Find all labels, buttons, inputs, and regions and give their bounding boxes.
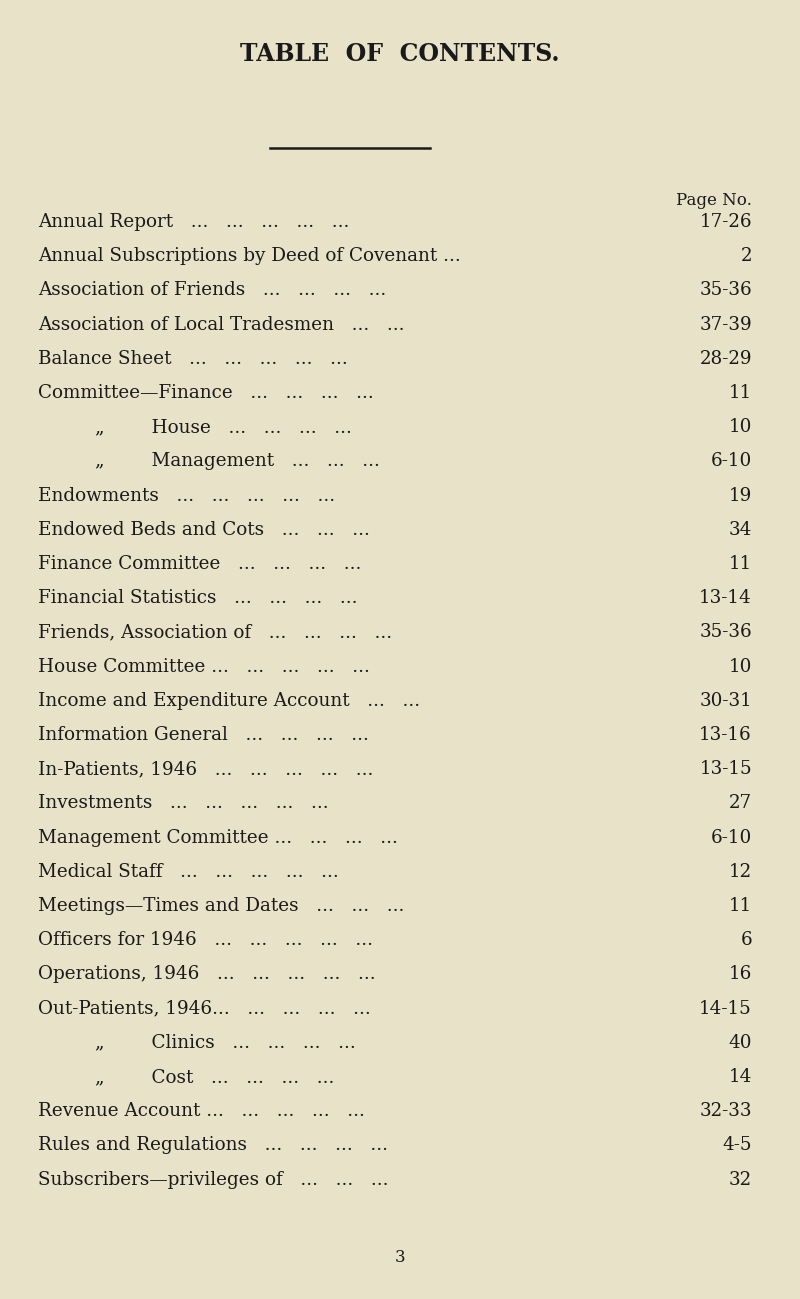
Text: Management Committee ...   ...   ...   ...: Management Committee ... ... ... ... (38, 829, 398, 847)
Text: 6-10: 6-10 (710, 829, 752, 847)
Text: Association of Local Tradesmen   ...   ...: Association of Local Tradesmen ... ... (38, 316, 405, 334)
Text: Endowments   ...   ...   ...   ...   ...: Endowments ... ... ... ... ... (38, 487, 335, 504)
Text: Meetings—Times and Dates   ...   ...   ...: Meetings—Times and Dates ... ... ... (38, 898, 404, 914)
Text: 34: 34 (729, 521, 752, 539)
Text: 27: 27 (729, 795, 752, 812)
Text: 13-14: 13-14 (699, 590, 752, 607)
Text: 14-15: 14-15 (699, 1000, 752, 1017)
Text: Association of Friends   ...   ...   ...   ...: Association of Friends ... ... ... ... (38, 282, 386, 299)
Text: Revenue Account ...   ...   ...   ...   ...: Revenue Account ... ... ... ... ... (38, 1102, 365, 1120)
Text: 2: 2 (741, 247, 752, 265)
Text: 35-36: 35-36 (699, 624, 752, 642)
Text: Balance Sheet   ...   ...   ...   ...   ...: Balance Sheet ... ... ... ... ... (38, 349, 348, 368)
Text: 10: 10 (729, 418, 752, 436)
Text: 3: 3 (394, 1250, 406, 1267)
Text: Information General   ...   ...   ...   ...: Information General ... ... ... ... (38, 726, 369, 744)
Text: „        Management   ...   ...   ...: „ Management ... ... ... (95, 452, 380, 470)
Text: 11: 11 (729, 555, 752, 573)
Text: Committee—Finance   ...   ...   ...   ...: Committee—Finance ... ... ... ... (38, 385, 374, 401)
Text: Page No.: Page No. (676, 192, 752, 209)
Text: Medical Staff   ...   ...   ...   ...   ...: Medical Staff ... ... ... ... ... (38, 863, 338, 881)
Text: 6: 6 (740, 931, 752, 950)
Text: Annual Subscriptions by Deed of Covenant ...: Annual Subscriptions by Deed of Covenant… (38, 247, 461, 265)
Text: House Committee ...   ...   ...   ...   ...: House Committee ... ... ... ... ... (38, 657, 370, 675)
Text: Rules and Regulations   ...   ...   ...   ...: Rules and Regulations ... ... ... ... (38, 1137, 388, 1155)
Text: Endowed Beds and Cots   ...   ...   ...: Endowed Beds and Cots ... ... ... (38, 521, 370, 539)
Text: 30-31: 30-31 (699, 692, 752, 709)
Text: 32: 32 (729, 1170, 752, 1189)
Text: 40: 40 (729, 1034, 752, 1052)
Text: Officers for 1946   ...   ...   ...   ...   ...: Officers for 1946 ... ... ... ... ... (38, 931, 373, 950)
Text: Financial Statistics   ...   ...   ...   ...: Financial Statistics ... ... ... ... (38, 590, 358, 607)
Text: Income and Expenditure Account   ...   ...: Income and Expenditure Account ... ... (38, 692, 420, 709)
Text: Operations, 1946   ...   ...   ...   ...   ...: Operations, 1946 ... ... ... ... ... (38, 965, 376, 983)
Text: 4-5: 4-5 (722, 1137, 752, 1155)
Text: „        Clinics   ...   ...   ...   ...: „ Clinics ... ... ... ... (95, 1034, 356, 1052)
Text: „        House   ...   ...   ...   ...: „ House ... ... ... ... (95, 418, 352, 436)
Text: 12: 12 (729, 863, 752, 881)
Text: 14: 14 (729, 1068, 752, 1086)
Text: 10: 10 (729, 657, 752, 675)
Text: 19: 19 (729, 487, 752, 504)
Text: 17-26: 17-26 (699, 213, 752, 231)
Text: TABLE  OF  CONTENTS.: TABLE OF CONTENTS. (240, 42, 560, 66)
Text: In-Patients, 1946   ...   ...   ...   ...   ...: In-Patients, 1946 ... ... ... ... ... (38, 760, 374, 778)
Text: 35-36: 35-36 (699, 282, 752, 299)
Text: 37-39: 37-39 (699, 316, 752, 334)
Text: 11: 11 (729, 898, 752, 914)
Text: Friends, Association of   ...   ...   ...   ...: Friends, Association of ... ... ... ... (38, 624, 392, 642)
Text: Finance Committee   ...   ...   ...   ...: Finance Committee ... ... ... ... (38, 555, 362, 573)
Text: 11: 11 (729, 385, 752, 401)
Text: Out-Patients, 1946...   ...   ...   ...   ...: Out-Patients, 1946... ... ... ... ... (38, 1000, 370, 1017)
Text: 13-15: 13-15 (699, 760, 752, 778)
Text: 6-10: 6-10 (710, 452, 752, 470)
Text: Subscribers—privileges of   ...   ...   ...: Subscribers—privileges of ... ... ... (38, 1170, 389, 1189)
Text: 32-33: 32-33 (699, 1102, 752, 1120)
Text: 13-16: 13-16 (699, 726, 752, 744)
Text: Investments   ...   ...   ...   ...   ...: Investments ... ... ... ... ... (38, 795, 329, 812)
Text: „        Cost   ...   ...   ...   ...: „ Cost ... ... ... ... (95, 1068, 334, 1086)
Text: 16: 16 (729, 965, 752, 983)
Text: Annual Report   ...   ...   ...   ...   ...: Annual Report ... ... ... ... ... (38, 213, 350, 231)
Text: 28-29: 28-29 (699, 349, 752, 368)
